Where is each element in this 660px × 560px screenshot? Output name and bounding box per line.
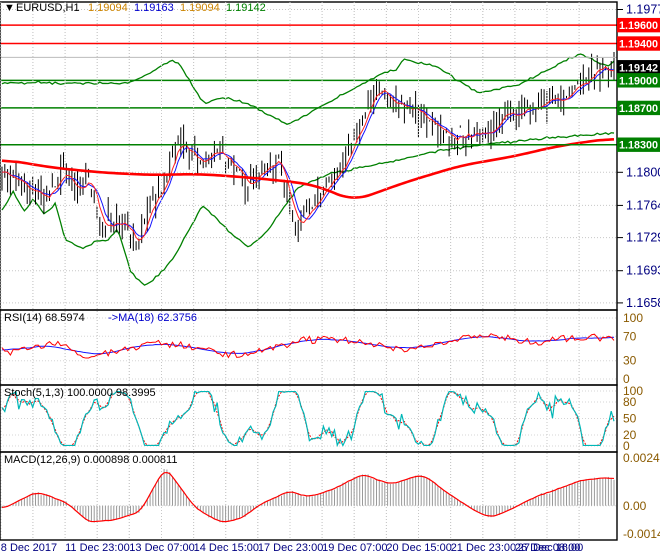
svg-text:13 Dec 07:00: 13 Dec 07:00 [129,542,194,554]
svg-text:1.19000: 1.19000 [619,75,658,87]
svg-text:▼: ▼ [4,2,15,14]
svg-text:19 Dec 07:00: 19 Dec 07:00 [322,542,387,554]
svg-text:17 Dec 23:00: 17 Dec 23:00 [258,542,323,554]
svg-text:1.17290: 1.17290 [626,231,660,245]
svg-text:EURUSD,H1: EURUSD,H1 [16,2,80,14]
svg-text:11 Dec 23:00: 11 Dec 23:00 [65,542,130,554]
svg-text:->MA(18) 62.3756: ->MA(18) 62.3756 [108,312,197,324]
svg-text:8 Dec 2017: 8 Dec 2017 [1,542,57,554]
svg-text:1.19094: 1.19094 [88,2,128,14]
svg-text:RSI(14) 68.5974: RSI(14) 68.5974 [4,312,85,324]
svg-text:1.19600: 1.19600 [619,20,658,32]
svg-text:1.19400: 1.19400 [619,39,658,51]
svg-text:1.19094: 1.19094 [180,2,220,14]
svg-text:30: 30 [623,354,637,368]
svg-text:1.18300: 1.18300 [619,140,658,152]
svg-text:1.19142: 1.19142 [619,62,658,74]
svg-text:70: 70 [623,329,637,343]
svg-text:14 Dec 15:00: 14 Dec 15:00 [194,542,259,554]
svg-text:100: 100 [623,311,643,325]
svg-text:1.16930: 1.16930 [626,264,660,278]
svg-text:1.19163: 1.19163 [134,2,174,14]
svg-text:-0.00147: -0.00147 [623,527,660,541]
svg-text:1.17640: 1.17640 [626,198,660,212]
svg-text:1.18000: 1.18000 [626,165,660,179]
svg-text:27 Dec 16:00: 27 Dec 16:00 [518,542,583,554]
svg-text:MACD(12,26,9) 0.000898 0.00081: MACD(12,26,9) 0.000898 0.000811 [4,454,177,466]
svg-text:50: 50 [623,412,637,426]
svg-text:21 Dec 23:00: 21 Dec 23:00 [451,542,516,554]
svg-text:80: 80 [623,395,637,409]
svg-text:20 Dec 15:00: 20 Dec 15:00 [386,542,451,554]
svg-text:1.18700: 1.18700 [619,103,658,115]
svg-text:0.002485: 0.002485 [623,451,660,465]
svg-text:1.16580: 1.16580 [626,296,660,310]
svg-text:0.00: 0.00 [623,499,647,513]
svg-text:Stoch(5,1,3) 100.0000 98.3995: Stoch(5,1,3) 100.0000 98.3995 [4,387,156,399]
svg-text:1.19142: 1.19142 [226,2,266,14]
svg-text:1.19770: 1.19770 [626,3,660,17]
